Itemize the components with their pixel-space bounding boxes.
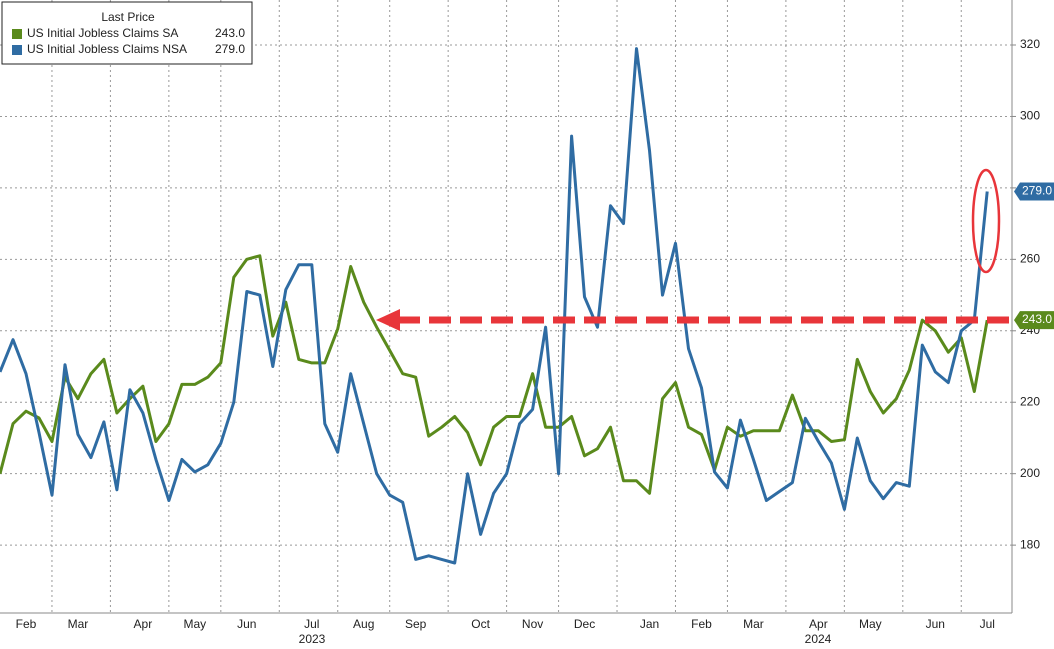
x-tick-label: Mar bbox=[743, 617, 764, 631]
x-year-label: 2023 bbox=[299, 632, 326, 646]
y-tick-label: 200 bbox=[1020, 466, 1040, 480]
x-tick-label: Apr bbox=[134, 617, 153, 631]
grid bbox=[0, 0, 1012, 613]
x-tick-label: Apr bbox=[809, 617, 828, 631]
legend-value: 243.0 bbox=[215, 26, 245, 40]
y-tick-label: 260 bbox=[1020, 252, 1040, 266]
x-tick-label: Aug bbox=[353, 617, 374, 631]
legend: Last Price US Initial Jobless Claims SA 2… bbox=[1, 1, 253, 65]
y-tick-label: 320 bbox=[1020, 37, 1040, 51]
x-tick-label: Mar bbox=[68, 617, 89, 631]
x-tick-label: Nov bbox=[522, 617, 543, 631]
x-tick-label: Jun bbox=[926, 617, 945, 631]
last-value-tag bbox=[1014, 311, 1054, 330]
x-tick-label: May bbox=[859, 617, 882, 631]
x-tick-label: Jun bbox=[237, 617, 256, 631]
y-tick-label: 300 bbox=[1020, 109, 1040, 123]
last-value-label: 279.0 bbox=[1022, 184, 1052, 198]
series-line bbox=[0, 254, 989, 495]
legend-title: Last Price bbox=[101, 10, 155, 24]
x-year-label: 2024 bbox=[805, 632, 832, 646]
x-tick-label: Sep bbox=[405, 617, 427, 631]
x-tick-label: Oct bbox=[471, 617, 490, 631]
y-tick-label: 180 bbox=[1020, 537, 1040, 551]
annotation bbox=[376, 168, 1012, 331]
legend-value: 279.0 bbox=[215, 42, 245, 56]
lines bbox=[0, 47, 989, 565]
x-tick-label: Jan bbox=[640, 617, 659, 631]
x-tick-label: Feb bbox=[691, 617, 712, 631]
last-value-tag bbox=[1014, 182, 1054, 201]
x-tick-label: Jul bbox=[980, 617, 995, 631]
y-tick-label: 220 bbox=[1020, 394, 1040, 408]
legend-box bbox=[1, 1, 253, 65]
legend-swatch bbox=[12, 45, 22, 55]
x-tick-label: Feb bbox=[16, 617, 37, 631]
legend-swatch bbox=[12, 29, 22, 39]
x-tick-label: Jul bbox=[304, 617, 319, 631]
series-line bbox=[0, 47, 989, 565]
x-tick-label: Dec bbox=[574, 617, 595, 631]
legend-label: US Initial Jobless Claims SA bbox=[27, 26, 178, 40]
legend-label: US Initial Jobless Claims NSA bbox=[27, 42, 187, 56]
last-value-label: 243.0 bbox=[1022, 312, 1052, 326]
x-tick-label: May bbox=[184, 617, 207, 631]
